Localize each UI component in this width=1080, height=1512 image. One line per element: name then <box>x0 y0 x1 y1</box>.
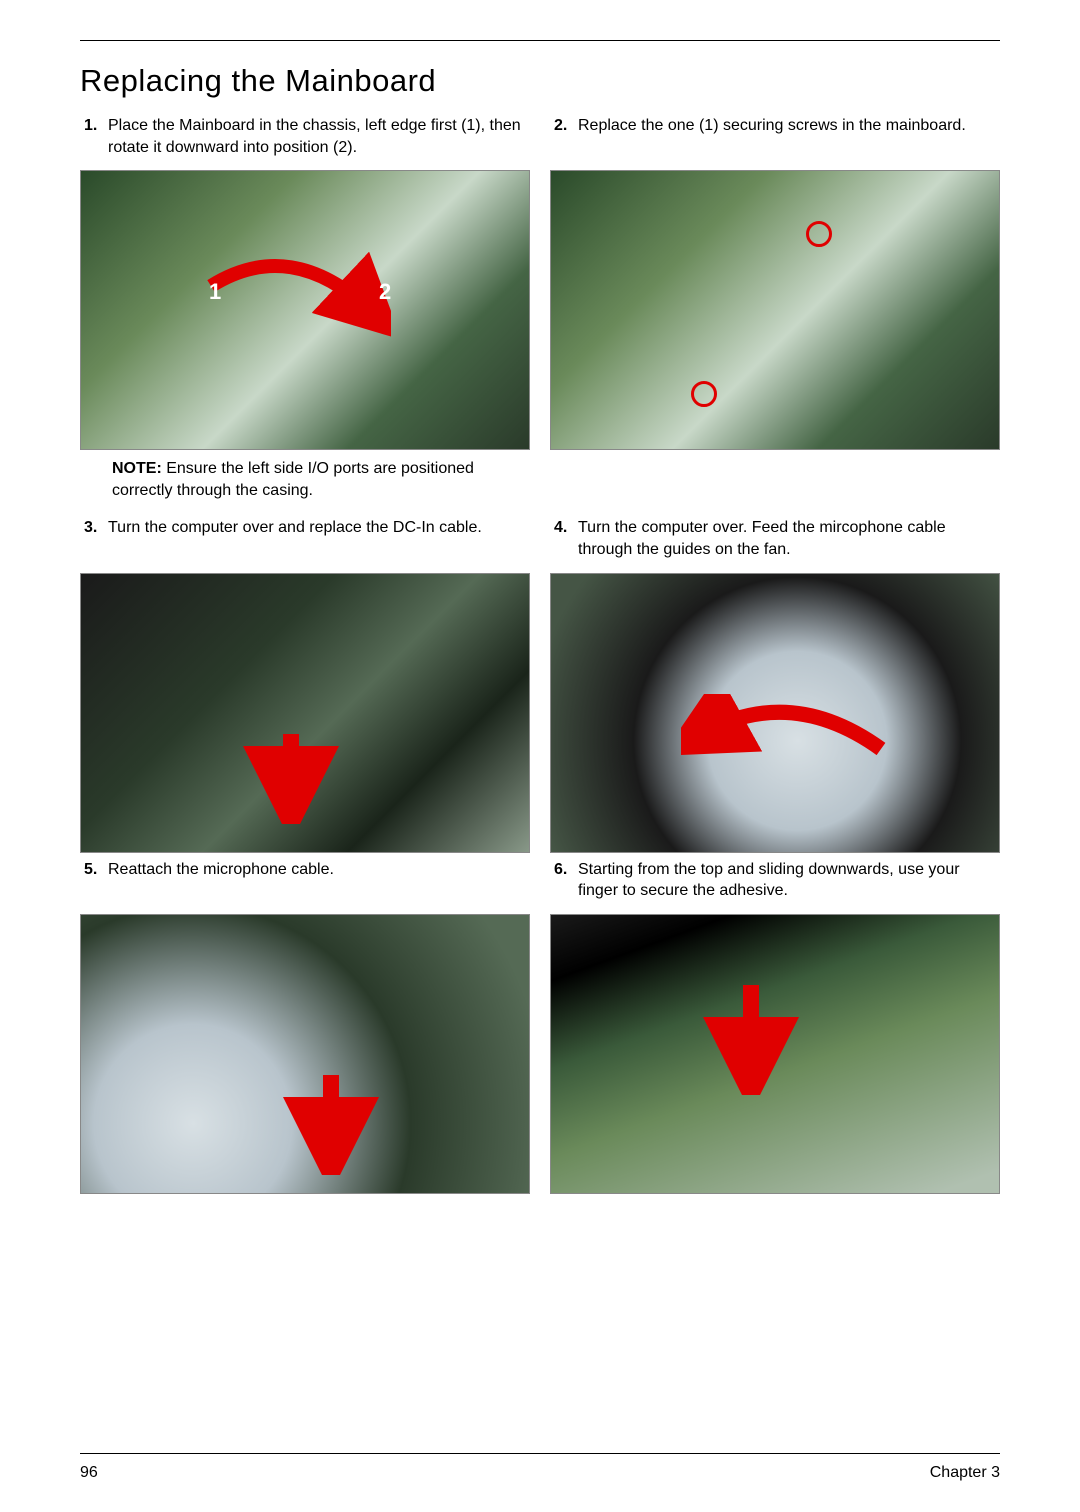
col-image-3 <box>80 573 530 853</box>
step-2-num: 2. <box>550 115 578 137</box>
step-2-text: Replace the one (1) securing screws in t… <box>578 115 1000 137</box>
col-image-4 <box>550 573 1000 853</box>
col-step-1: 1. Place the Mainboard in the chassis, l… <box>80 115 530 164</box>
image-step-5 <box>80 914 530 1194</box>
col-step-6: 6. Starting from the top and sliding dow… <box>550 859 1000 908</box>
arrow-down3-icon <box>701 975 801 1095</box>
arrow-curve-icon <box>681 694 901 784</box>
step-3-text: Turn the computer over and replace the D… <box>108 517 530 539</box>
step-1-text: Place the Mainboard in the chassis, left… <box>108 115 530 158</box>
page-number: 96 <box>80 1464 98 1482</box>
row-steps-1-2: 1. Place the Mainboard in the chassis, l… <box>80 115 1000 164</box>
overlay-label-2: 2 <box>379 279 391 305</box>
step-6-num: 6. <box>550 859 578 902</box>
step-5-text: Reattach the microphone cable. <box>108 859 530 881</box>
overlay-label-1: 1 <box>209 279 221 305</box>
col-image-6 <box>550 914 1000 1194</box>
rule-top <box>80 40 1000 41</box>
row-images-3-4 <box>80 573 1000 853</box>
screw-circle-1-icon <box>806 221 832 247</box>
step-3: 3. Turn the computer over and replace th… <box>80 517 530 539</box>
step-4: 4. Turn the computer over. Feed the mirc… <box>550 517 1000 560</box>
col-step-3: 3. Turn the computer over and replace th… <box>80 517 530 566</box>
page: Replacing the Mainboard 1. Place the Mai… <box>0 0 1080 1512</box>
image-step-4 <box>550 573 1000 853</box>
col-step-4: 4. Turn the computer over. Feed the mirc… <box>550 517 1000 566</box>
col-step-5: 5. Reattach the microphone cable. <box>80 859 530 908</box>
step-3-num: 3. <box>80 517 108 539</box>
col-image-5 <box>80 914 530 1194</box>
row-steps-3-4: 3. Turn the computer over and replace th… <box>80 517 1000 566</box>
row-images-5-6 <box>80 914 1000 1194</box>
image-step-2 <box>550 170 1000 450</box>
note-text: Ensure the left side I/O ports are posit… <box>112 460 474 499</box>
image-step-1: 1 2 <box>80 170 530 450</box>
rule-bottom <box>80 1453 1000 1454</box>
row-steps-5-6: 5. Reattach the microphone cable. 6. Sta… <box>80 859 1000 908</box>
step-2: 2. Replace the one (1) securing screws i… <box>550 115 1000 137</box>
col-step-2: 2. Replace the one (1) securing screws i… <box>550 115 1000 164</box>
col-image-2 <box>550 170 1000 511</box>
arrow-down2-icon <box>281 1065 381 1175</box>
step-4-num: 4. <box>550 517 578 560</box>
col-image-1: 1 2 NOTE: Ensure the left side I/O ports… <box>80 170 530 511</box>
screw-circle-2-icon <box>691 381 717 407</box>
note-block: NOTE: Ensure the left side I/O ports are… <box>80 458 530 501</box>
row-images-1-2: 1 2 NOTE: Ensure the left side I/O ports… <box>80 170 1000 511</box>
image-step-6 <box>550 914 1000 1194</box>
chapter-label: Chapter 3 <box>930 1464 1000 1482</box>
step-6-text: Starting from the top and sliding downwa… <box>578 859 1000 902</box>
step-5-num: 5. <box>80 859 108 881</box>
step-5: 5. Reattach the microphone cable. <box>80 859 530 881</box>
arrow-rotate-icon <box>191 251 391 361</box>
note-label: NOTE: <box>112 460 162 477</box>
page-title: Replacing the Mainboard <box>80 63 1000 99</box>
arrow-down-icon <box>231 724 351 824</box>
step-4-text: Turn the computer over. Feed the mircoph… <box>578 517 1000 560</box>
image-step-3 <box>80 573 530 853</box>
step-1: 1. Place the Mainboard in the chassis, l… <box>80 115 530 158</box>
step-1-num: 1. <box>80 115 108 158</box>
page-footer: 96 Chapter 3 <box>80 1462 1000 1482</box>
step-6: 6. Starting from the top and sliding dow… <box>550 859 1000 902</box>
